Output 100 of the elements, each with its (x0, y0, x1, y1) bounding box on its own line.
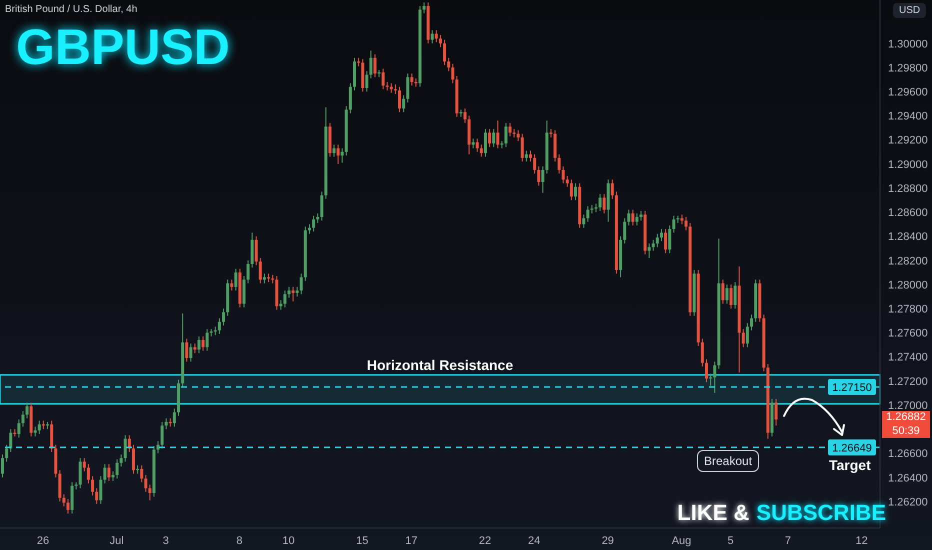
candlestick (234, 268, 238, 292)
candlestick (627, 209, 630, 226)
candlestick (230, 279, 234, 292)
candlestick (144, 474, 148, 492)
candlestick (492, 128, 496, 148)
y-tick-label: 1.27800 (888, 304, 928, 316)
y-tick-label: 1.29000 (888, 158, 928, 171)
candlestick (558, 154, 561, 174)
candlestick (451, 63, 454, 84)
candlestick (296, 286, 299, 298)
candlestick (648, 243, 651, 258)
candlestick (484, 128, 487, 158)
candlestick (312, 215, 316, 232)
candlestick (120, 454, 123, 468)
x-tick-label: 24 (528, 534, 540, 547)
x-tick-label: Aug (672, 534, 692, 547)
band-label: Horizontal Resistance (366, 356, 514, 373)
candlestick (206, 328, 209, 352)
y-tick-label: 1.28600 (888, 207, 928, 220)
candlestick (66, 498, 70, 514)
candlestick (95, 488, 98, 504)
candlestick (631, 209, 634, 226)
candlestick (602, 194, 606, 214)
candlestick (582, 214, 586, 228)
candlestick (652, 239, 655, 252)
candlestick (124, 434, 127, 462)
candlestick (586, 206, 590, 222)
candlestick (504, 122, 508, 148)
candlestick (103, 464, 106, 484)
candlestick (348, 82, 352, 114)
candlestick (38, 420, 41, 434)
y-tick-label: 1.26600 (888, 448, 928, 460)
candlestick (288, 286, 291, 298)
candlestick (476, 138, 479, 152)
candlestick (82, 458, 86, 472)
candlestick (672, 215, 676, 234)
candlestick (320, 191, 324, 222)
candlestick (26, 402, 29, 419)
y-tick-label: 1.27600 (888, 328, 928, 340)
candlestick (202, 336, 205, 352)
candlestick (480, 144, 483, 158)
candlestick (300, 273, 303, 295)
candlestick (700, 338, 704, 367)
candlestick (332, 144, 336, 158)
candlestick (680, 214, 684, 225)
annotation: SUBSCRIBE (756, 500, 886, 526)
x-tick-label: 17 (405, 534, 418, 547)
candlestick (373, 54, 376, 78)
x-tick-label: 8 (236, 534, 243, 547)
candlestick (623, 218, 626, 244)
candlestick (742, 328, 745, 348)
candlestick (132, 444, 135, 474)
ref-line-label: 1.26649 (832, 442, 872, 454)
candlestick (520, 133, 524, 162)
candlestick (34, 426, 37, 437)
candlestick (185, 338, 188, 362)
candlestick (316, 212, 320, 224)
candlestick (246, 260, 250, 284)
candlestick (750, 314, 754, 331)
y-tick-label: 1.27200 (888, 376, 928, 388)
candlestick (447, 57, 450, 72)
x-tick-label: Jul (110, 534, 124, 547)
candlestick (774, 398, 778, 426)
candlestick (62, 494, 66, 507)
x-tick-label: 26 (36, 534, 50, 547)
annotation: LIKE & (677, 500, 750, 526)
candlestick (668, 224, 672, 254)
candlestick (537, 166, 540, 186)
candlestick (422, 2, 426, 14)
y-tick-label: 1.26400 (888, 472, 928, 484)
candlestick (402, 94, 406, 113)
candlestick (21, 410, 24, 428)
candlestick (562, 166, 565, 184)
candlestick (160, 421, 164, 449)
y-tick-label: 1.26200 (888, 496, 928, 508)
candlestick (610, 179, 614, 200)
candlestick (410, 73, 414, 86)
y-tick-label: 1.28000 (888, 279, 928, 292)
candlestick (107, 464, 110, 482)
candlestick (570, 179, 573, 201)
y-tick-label: 1.29800 (888, 62, 928, 74)
candlestick (725, 284, 728, 304)
candlestick (705, 358, 708, 383)
candlestick (508, 122, 512, 137)
candlestick (91, 476, 94, 496)
candlestick (394, 84, 397, 95)
candlestick (488, 128, 492, 148)
candlestick (406, 73, 410, 103)
candlestick (472, 138, 475, 149)
candlestick (189, 343, 192, 362)
candlestick (9, 428, 12, 453)
chart-subtitle: British Pound / U.S. Dollar, 4h (5, 4, 138, 15)
candlestick (524, 150, 528, 162)
y-tick-label: 1.29200 (888, 134, 928, 147)
candlestick (164, 418, 168, 430)
candlestick (78, 458, 82, 489)
candlestick (635, 212, 638, 226)
candlestick (574, 182, 578, 201)
candlestick (734, 282, 737, 310)
candlestick (398, 86, 402, 113)
